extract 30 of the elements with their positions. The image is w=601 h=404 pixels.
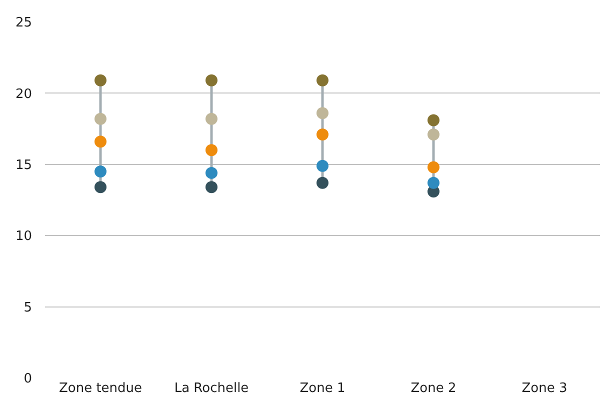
point	[428, 128, 440, 140]
point	[428, 114, 440, 126]
y-tick-label: 20	[15, 86, 32, 102]
x-tick-label: Zone 3	[522, 381, 568, 396]
point	[94, 181, 106, 194]
point	[206, 181, 218, 194]
y-tick-label: 10	[15, 229, 32, 244]
point	[206, 112, 218, 125]
x-tick-label: Zone 2	[410, 381, 456, 396]
point	[316, 74, 328, 86]
x-tick-label: La Rochelle	[174, 381, 249, 396]
y-tick-label: 0	[24, 372, 32, 387]
point	[316, 107, 328, 120]
y-tick-label: 15	[15, 158, 32, 173]
point	[316, 160, 328, 172]
point	[206, 144, 218, 156]
point	[94, 136, 106, 148]
y-tick-label: 25	[15, 16, 32, 31]
point	[94, 74, 106, 86]
point	[428, 161, 440, 174]
point	[206, 74, 218, 86]
point	[94, 112, 106, 125]
point	[316, 128, 328, 140]
point	[316, 176, 328, 189]
x-tick-label: Zone tendue	[58, 381, 142, 396]
y-tick-label: 5	[24, 300, 32, 316]
point	[428, 176, 440, 189]
x-tick-label: Zone 1	[300, 381, 346, 396]
point	[94, 166, 106, 178]
point	[206, 166, 218, 179]
